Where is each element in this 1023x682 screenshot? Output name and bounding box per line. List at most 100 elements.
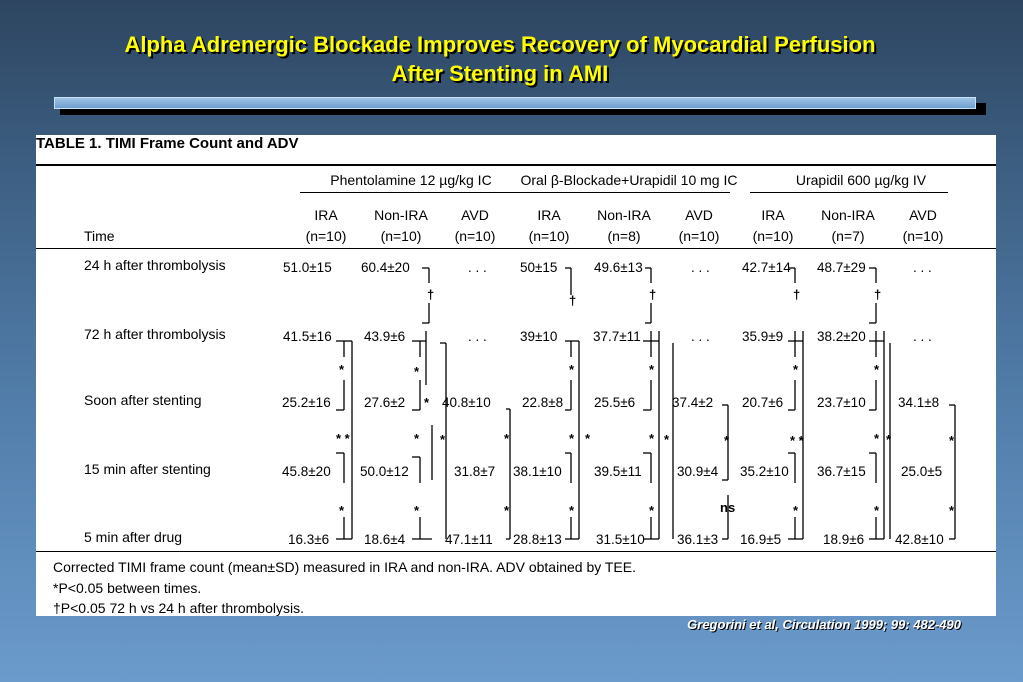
table-cell: . . . (691, 260, 710, 275)
table-cell: 41.5±16 (283, 329, 332, 344)
table-cell: 50.0±12 (360, 464, 409, 479)
footnote-3: †P<0.05 72 h vs 24 h after thrombolysis. (53, 600, 304, 616)
table-cell: 31.8±7 (454, 464, 496, 479)
footnote-1: Corrected TIMI frame count (mean±SD) mea… (53, 559, 636, 575)
table-cell: . . . (913, 260, 932, 275)
table-cell: 37.7±11 (593, 329, 641, 344)
significance-mark: † (649, 287, 657, 302)
column-header-n: (n=10) (678, 228, 720, 244)
table-title: TABLE 1. TIMI Frame Count and ADV (36, 135, 299, 152)
column-header-n: (n=10) (380, 228, 422, 244)
group-rule-3 (750, 192, 948, 193)
significance-mark: * * (336, 431, 350, 446)
significance-mark: * (649, 503, 655, 518)
significance-mark: * (440, 432, 446, 447)
table-cell: . . . (913, 329, 932, 344)
table-cell: 51.0±15 (283, 260, 332, 275)
column-header-n: (n=10) (454, 228, 496, 244)
significance-mark: * (339, 362, 345, 377)
significance-mark: * (569, 431, 575, 446)
significance-mark: * (886, 432, 892, 447)
column-header-n: (n=7) (831, 228, 865, 244)
table-cell: 40.8±10 (442, 395, 491, 410)
table-cell: 39±10 (520, 329, 558, 344)
significance-mark: * (874, 503, 880, 518)
row-time-label: 15 min after stenting (84, 461, 211, 477)
footnote-2: *P<0.05 between times. (53, 580, 202, 596)
significance-mark: * (424, 395, 430, 410)
table-cell: 25.5±6 (594, 395, 636, 410)
significance-mark: * (874, 431, 880, 446)
table-cell: 34.1±8 (898, 395, 940, 410)
table-cell: 36.1±3 (677, 532, 719, 547)
significance-mark: † (569, 293, 577, 308)
row-time-label: 5 min after drug (84, 529, 183, 545)
table-cell: 35.2±10 (740, 464, 789, 479)
table-cell: 25.2±16 (282, 395, 331, 410)
table-cell: 47.1±11 (445, 532, 493, 547)
table-cell: 23.7±10 (817, 395, 866, 410)
table-cell: 35.9±9 (742, 329, 784, 344)
row-time-label: Soon after stenting (84, 392, 202, 408)
column-header-n: (n=8) (607, 228, 641, 244)
column-header-label: IRA (537, 207, 561, 223)
row-time-label: 24 h after thrombolysis (84, 257, 226, 273)
significance-mark: * (339, 503, 345, 518)
table-cell: 37.4±2 (672, 395, 714, 410)
significance-mark: † (874, 287, 882, 302)
table-cell: 25.0±5 (901, 464, 943, 479)
significance-mark: * (504, 431, 510, 446)
table-cell: 36.7±15 (817, 464, 866, 479)
significance-mark: * (649, 431, 655, 446)
table-cell: 42.7±14 (742, 260, 791, 275)
table-cell: 30.9±4 (677, 464, 719, 479)
significance-brackets (336, 267, 956, 540)
slide-title-line2: After Stenting in AMI (391, 61, 609, 86)
table-top-rule (36, 164, 996, 166)
significance-mark: * * (790, 433, 804, 448)
significance-mark: * (949, 433, 955, 448)
table-cell: 60.4±20 (361, 260, 410, 275)
table-cell: 48.7±29 (817, 260, 866, 275)
table-cell: 42.8±10 (895, 532, 944, 547)
significance-mark: * (569, 503, 575, 518)
table-cell: 28.8±13 (513, 532, 562, 547)
table-cell: 49.6±13 (594, 260, 643, 275)
column-header-n: (n=10) (902, 228, 944, 244)
column-header-label: AVD (461, 207, 489, 223)
column-header-n: (n=10) (528, 228, 570, 244)
bottom-rule (36, 551, 996, 552)
table-cell: 39.5±11 (594, 464, 642, 479)
significance-mark: † (427, 287, 435, 302)
title-rule (54, 97, 976, 109)
column-header-n: (n=10) (752, 228, 794, 244)
significance-mark: † (793, 287, 801, 302)
significance-mark: * (504, 503, 510, 518)
significance-mark: * (649, 362, 655, 377)
column-header-label: AVD (685, 207, 713, 223)
table-cell: 45.8±20 (282, 464, 331, 479)
column-header-label: Non-IRA (597, 207, 651, 223)
header-rule (36, 248, 996, 249)
significance-mark: * (414, 364, 420, 379)
table-cell: 22.8±8 (522, 395, 564, 410)
table-cell: 18.6±4 (364, 532, 406, 547)
significance-mark: * (414, 431, 420, 446)
slide-title-line1: Alpha Adrenergic Blockade Improves Recov… (124, 32, 876, 57)
significance-mark: * (569, 362, 575, 377)
significance-mark: * (949, 503, 955, 518)
significance-mark: * (874, 362, 880, 377)
group-header-3: Urapidil 600 µg/kg IV (795, 172, 927, 188)
table-cell: 43.9±6 (364, 329, 406, 344)
column-header-label: Non-IRA (374, 207, 428, 223)
group-header-2: Oral β-Blockade+Urapidil 10 mg IC (520, 172, 738, 188)
table-cell: 16.9±5 (740, 532, 782, 547)
table-cell: 38.1±10 (513, 464, 562, 479)
group-header-1: Phentolamine 12 µg/kg IC (330, 172, 492, 188)
table-cell: 38.2±20 (817, 329, 866, 344)
significance-mark: * (793, 362, 799, 377)
significance-mark: * (414, 503, 420, 518)
table-cell: 18.9±6 (823, 532, 865, 547)
group-rule-1 (300, 192, 520, 193)
column-header-label: IRA (761, 207, 785, 223)
